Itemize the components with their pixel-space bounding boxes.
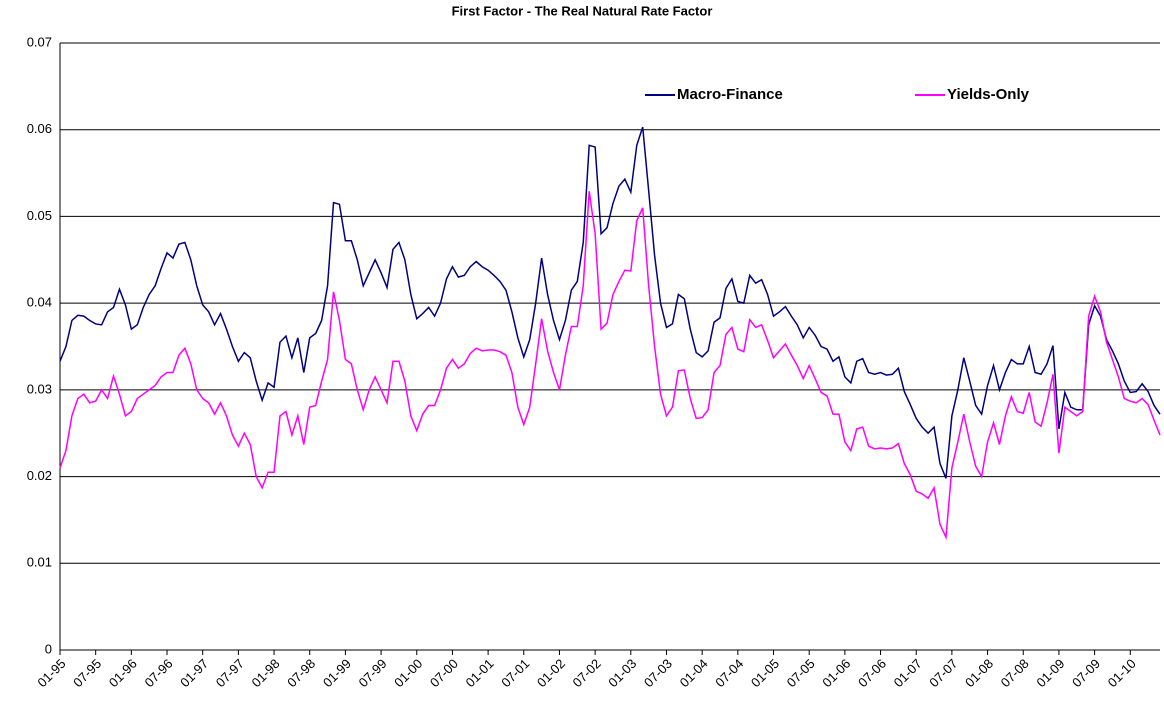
x-tick-label: 07-98: [284, 656, 318, 690]
legend-label: Macro-Finance: [677, 86, 783, 103]
x-tick-label: 01-03: [605, 656, 639, 690]
x-tick-label: 01-00: [391, 656, 425, 690]
y-tick-label: 0.07: [27, 34, 52, 49]
x-tick-label: 07-06: [855, 656, 889, 690]
x-tick-label: 01-99: [320, 656, 354, 690]
chart-title: First Factor - The Real Natural Rate Fac…: [452, 3, 713, 18]
x-tick-label: 07-09: [1069, 656, 1103, 690]
y-tick-label: 0.04: [27, 295, 52, 310]
x-tick-label: 07-08: [998, 656, 1032, 690]
y-tick-label: 0: [45, 641, 52, 656]
x-tick-label: 01-10: [1105, 656, 1139, 690]
x-tick-label: 01-98: [248, 656, 282, 690]
x-tick-label: 01-09: [1033, 656, 1067, 690]
y-tick-label: 0.01: [27, 555, 52, 570]
x-tick-label: 01-02: [534, 656, 568, 690]
x-tick-label: 07-99: [356, 656, 390, 690]
x-tick-label: 07-07: [926, 656, 960, 690]
x-tick-label: 07-97: [213, 656, 247, 690]
x-tick-label: 07-95: [70, 656, 104, 690]
series-line: [59, 191, 1161, 541]
x-tick-label: 07-02: [570, 656, 604, 690]
x-tick-label: 07-00: [427, 656, 461, 690]
x-tick-label: 07-04: [712, 656, 746, 690]
y-tick-label: 0.05: [27, 208, 52, 223]
x-tick-label: 01-06: [819, 656, 853, 690]
series-line: [59, 126, 1161, 479]
y-tick-label: 0.06: [27, 121, 52, 136]
x-tick-label: 07-03: [641, 656, 675, 690]
x-tick-label: 01-96: [106, 656, 140, 690]
x-tick-label: 01-04: [677, 656, 711, 690]
x-tick-label: 07-05: [784, 656, 818, 690]
x-tick-label: 07-96: [141, 656, 175, 690]
x-tick-label: 07-01: [498, 656, 532, 690]
x-tick-label: 01-01: [463, 656, 497, 690]
x-tick-label: 01-97: [177, 656, 211, 690]
x-tick-label: 01-95: [34, 656, 68, 690]
y-tick-label: 0.02: [27, 468, 52, 483]
y-tick-label: 0.03: [27, 381, 52, 396]
x-tick-label: 01-05: [748, 656, 782, 690]
x-tick-label: 01-08: [962, 656, 996, 690]
legend-label: Yields-Only: [947, 86, 1030, 103]
x-tick-label: 01-07: [891, 656, 925, 690]
